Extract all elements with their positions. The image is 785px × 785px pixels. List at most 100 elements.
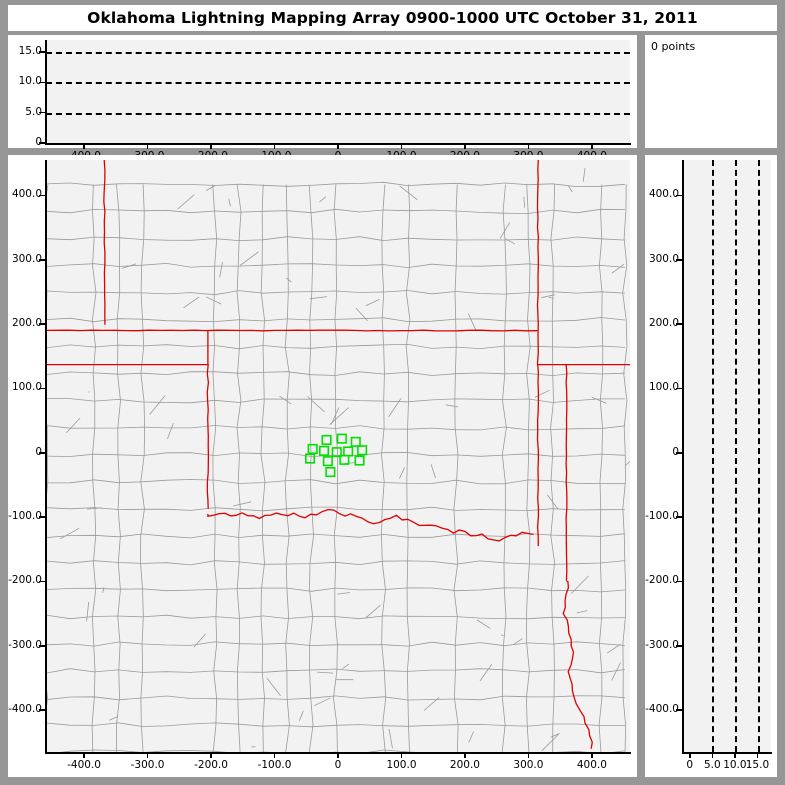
- x-tick-10: [734, 752, 736, 758]
- point-count-label: 0 points: [651, 40, 696, 53]
- y-tick--200: [39, 580, 46, 583]
- y-tick-label-0: 0: [35, 136, 42, 148]
- y-tick-300: [676, 258, 683, 261]
- y-tick--300: [676, 645, 683, 647]
- x-tick--300: [146, 752, 149, 758]
- map-plot-area: [46, 160, 630, 752]
- y-tick-label-200: 200.0: [648, 317, 679, 330]
- x-tick--300: [146, 143, 149, 149]
- x-tick--200: [210, 752, 212, 758]
- y-tick-label-200: 200.0: [11, 317, 42, 330]
- y-tick-100: [676, 387, 683, 390]
- x-tick--100: [273, 143, 276, 149]
- y-axis-line: [682, 160, 684, 752]
- y-tick-300: [39, 258, 46, 261]
- title-panel: Oklahoma Lightning Mapping Array 0900-10…: [8, 5, 777, 31]
- x-tick-label-0: 0: [686, 759, 694, 771]
- x-tick--400: [83, 143, 85, 149]
- y-tick--100: [676, 516, 683, 518]
- lightning-source-marker: [318, 445, 330, 456]
- x-tick-100: [400, 752, 403, 758]
- altitude-vs-east-distance-panel: 05.010.015.0-400.0-300.0-200.0-100.00100…: [8, 35, 637, 162]
- y-tick-400: [39, 194, 46, 197]
- x-tick-label-300: 300.0: [513, 759, 544, 771]
- x-tick-label-100: 100.0: [386, 759, 417, 771]
- y-tick-label-300: 300.0: [648, 252, 679, 265]
- y-tick-label--300: -300.0: [645, 638, 679, 651]
- lightning-source-marker: [350, 436, 361, 447]
- x-tick-label-15: 15.0: [745, 759, 770, 771]
- y-tick-400: [676, 194, 683, 197]
- lightning-source-marker: [331, 447, 342, 458]
- y-tick-label-15: 15.0: [18, 45, 42, 58]
- lightning-source-marker: [321, 434, 332, 446]
- x-tick-label-10: 10.0: [723, 759, 747, 771]
- y-tick--400: [39, 709, 46, 711]
- y-tick-200: [39, 323, 46, 325]
- x-tick-400: [591, 143, 593, 149]
- lightning-source-marker: [343, 446, 354, 457]
- gridline-x-10: [734, 160, 737, 752]
- x-tick--100: [273, 752, 276, 758]
- y-axis-line: [45, 160, 47, 752]
- y-tick-10: [39, 81, 46, 84]
- y-tick-label-100: 100.0: [11, 381, 42, 394]
- y-tick-200: [676, 323, 683, 325]
- y-tick-label-0: 0: [672, 445, 679, 458]
- lightning-source-marker: [325, 466, 336, 478]
- lightning-source-marker: [357, 445, 368, 456]
- x-tick-label-200: 200.0: [449, 759, 480, 771]
- y-axis-line: [45, 40, 47, 143]
- y-tick-5: [39, 111, 46, 114]
- x-tick-label-5: 5.0: [703, 759, 721, 771]
- y-tick-label--200: -200.0: [645, 574, 679, 587]
- y-tick-label-0: 0: [35, 445, 42, 458]
- x-tick--400: [83, 752, 85, 758]
- y-tick-15: [39, 51, 46, 53]
- y-tick--200: [676, 580, 683, 583]
- y-tick-label-400: 400.0: [648, 188, 679, 201]
- y-tick-label-300: 300.0: [11, 252, 42, 265]
- x-tick-0: [337, 752, 339, 758]
- x-tick-label-0: 0: [334, 759, 342, 771]
- y-tick-label--100: -100.0: [8, 510, 42, 523]
- x-tick-300: [527, 752, 530, 758]
- lightning-source-marker: [339, 454, 350, 465]
- x-tick--200: [210, 143, 212, 149]
- y-tick-label--400: -400.0: [645, 703, 679, 716]
- side-plot-area: [683, 160, 771, 752]
- y-tick-label--400: -400.0: [8, 703, 42, 716]
- x-tick-label--100: -100.0: [257, 759, 292, 771]
- x-tick-0: [337, 143, 339, 149]
- y-tick--300: [39, 645, 46, 647]
- x-tick-100: [400, 143, 403, 149]
- y-tick-label--200: -200.0: [8, 574, 42, 587]
- y-tick-label-400: 400.0: [11, 188, 42, 201]
- lightning-source-marker: [336, 433, 347, 444]
- x-tick-label--200: -200.0: [194, 759, 228, 771]
- lightning-source-marker: [307, 443, 318, 455]
- y-tick-0: [676, 451, 683, 454]
- x-tick-0: [688, 752, 691, 758]
- map-panel: -400.0 -300.0 -200.0 -100.0 0 100.0 200.0 300.0…: [8, 155, 637, 777]
- y-tick-label--300: -300.0: [8, 638, 42, 651]
- y-tick-100: [39, 387, 46, 390]
- y-tick-label-5: 5.0: [25, 105, 42, 118]
- y-tick-label-100: 100.0: [648, 381, 679, 394]
- x-tick-label--400: -400.0: [67, 759, 101, 771]
- gridline-y-10: [46, 82, 630, 85]
- x-tick-300: [527, 143, 530, 149]
- x-tick-label-400: 400.0: [576, 759, 607, 771]
- y-tick--400: [676, 709, 683, 711]
- top-plot-area: [46, 40, 630, 143]
- x-tick-200: [464, 752, 466, 758]
- y-tick-label--100: -100.0: [645, 510, 679, 523]
- y-tick--100: [39, 516, 46, 518]
- x-tick-400: [591, 752, 593, 758]
- lightning-source-marker: [322, 456, 333, 467]
- lightning-source-marker: [354, 455, 365, 466]
- x-tick-200: [464, 143, 466, 149]
- altitude-vs-north-distance-panel: -400.0 -300.0 -200.0 -100.0 0 100.0 200.0 300.0…: [645, 155, 777, 777]
- x-tick-5: [711, 752, 714, 758]
